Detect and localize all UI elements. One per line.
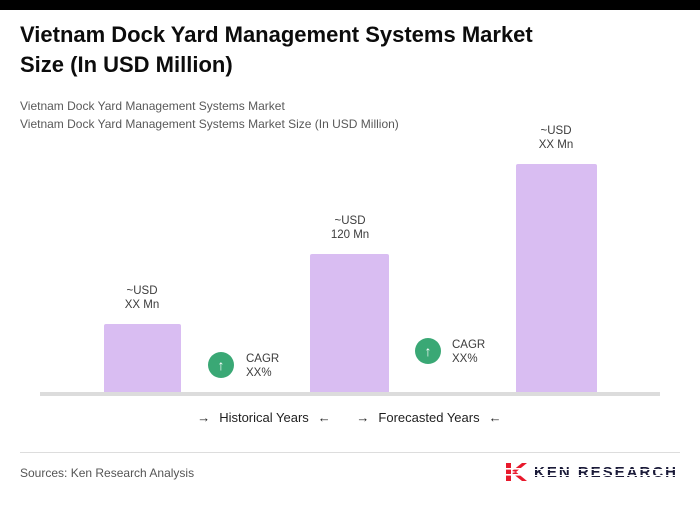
cagr-label: CAGR — [246, 353, 280, 365]
right-arrow-icon: → — [356, 410, 370, 425]
cagr-value: XX% — [452, 353, 478, 365]
bar-forecast-year — [516, 164, 597, 394]
axis-label-text: Historical Years — [219, 410, 309, 425]
ken-research-logo-text: KEN RESEARCH — [533, 463, 679, 481]
sources-text: Sources: Ken Research Analysis — [20, 466, 195, 480]
left-arrow-icon: ← — [488, 410, 502, 425]
growth-up-arrow-icon: ↑ — [415, 338, 441, 364]
up-arrow-glyph: ↑ — [424, 343, 432, 359]
axis-label-forecasted-years: → Forecasted Years ← — [319, 410, 539, 425]
right-arrow-icon: → — [197, 410, 211, 425]
bar-historical-year — [104, 324, 181, 394]
page-title: Vietnam Dock Yard Management Systems Mar… — [20, 20, 680, 80]
cagr-label: CAGR — [452, 339, 486, 351]
bar-value-label-historical: ~USD XX Mn — [72, 284, 212, 312]
cagr-annotation-1: CAGR XX% — [246, 352, 279, 380]
left-arrow-icon: ← — [317, 410, 331, 425]
bar-value-line: ~USD — [334, 215, 366, 227]
bar-value-line: ~USD — [126, 285, 158, 297]
axis-label-historical-years: → Historical Years ← — [154, 410, 374, 425]
bar-value-label-forecast: ~USD XX Mn — [486, 124, 626, 152]
up-arrow-glyph: ↑ — [217, 357, 225, 373]
page-title-line-2: Size (In USD Million) — [20, 52, 233, 77]
bar-value-line: XX Mn — [538, 139, 574, 151]
page-title-line-1: Vietnam Dock Yard Management Systems Mar… — [20, 22, 533, 47]
bar-base-year — [310, 254, 389, 394]
bar-value-label-base-year: ~USD 120 Mn — [280, 214, 420, 242]
bar-value-line: XX Mn — [124, 299, 160, 311]
footer-divider — [20, 452, 680, 453]
axis-label-text: Forecasted Years — [378, 410, 480, 425]
x-axis-line — [40, 392, 660, 396]
chart-subtitle-size: Vietnam Dock Yard Management Systems Mar… — [20, 117, 399, 131]
growth-up-arrow-icon: ↑ — [208, 352, 234, 378]
ken-research-logo: KEN RESEARCH — [503, 461, 679, 483]
top-accent-bar — [0, 0, 700, 10]
ken-research-logo-mark — [503, 463, 528, 481]
chart-subtitle-market: Vietnam Dock Yard Management Systems Mar… — [20, 99, 285, 113]
cagr-annotation-2: CAGR XX% — [452, 338, 485, 366]
bar-value-line: 120 Mn — [330, 229, 370, 241]
bar-chart: ~USD XX Mn ~USD 120 Mn ~USD XX Mn ↑ CAGR… — [0, 120, 700, 396]
cagr-value: XX% — [246, 367, 272, 379]
bar-value-line: ~USD — [540, 125, 572, 137]
